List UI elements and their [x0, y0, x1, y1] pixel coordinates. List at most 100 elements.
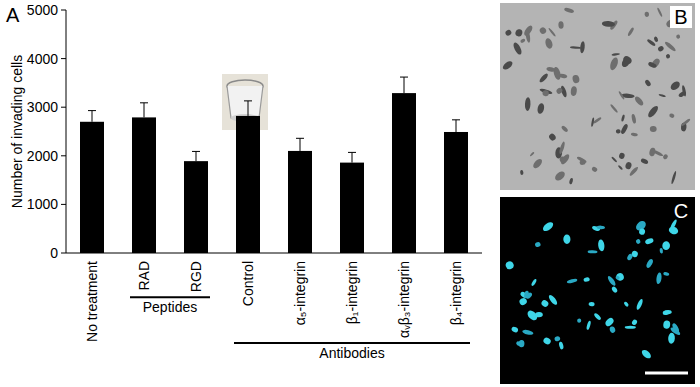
- cell: [504, 29, 512, 37]
- cell: [542, 336, 552, 345]
- error-cap: [244, 100, 252, 101]
- x-tick-label: Control: [240, 261, 256, 306]
- cell: [583, 277, 590, 282]
- x-tick-label: αᵥβ₃-integrin: [396, 261, 412, 338]
- cell: [579, 160, 586, 166]
- cell: [532, 157, 544, 169]
- cell: [566, 278, 577, 284]
- cell: [678, 90, 687, 98]
- error-bar: [88, 111, 96, 122]
- bars: [80, 77, 468, 253]
- cell: [525, 291, 533, 299]
- y-tick: [61, 10, 66, 11]
- cell: [668, 333, 675, 344]
- figure: A010002000300040005000Number of invading…: [0, 0, 700, 387]
- cell: [561, 125, 569, 133]
- error-bar: [296, 138, 304, 151]
- cell: [618, 91, 625, 100]
- image-b: [500, 3, 695, 190]
- cell: [588, 250, 598, 253]
- cell: [648, 61, 658, 69]
- bar: [288, 151, 312, 253]
- cell: [663, 272, 670, 277]
- cell: [580, 41, 586, 53]
- error-stem: [404, 77, 405, 93]
- cell: [662, 241, 671, 251]
- error-bar: [400, 77, 408, 93]
- panel-label: B: [674, 6, 687, 28]
- label-bg: [670, 6, 692, 28]
- cell: [676, 34, 681, 39]
- cell: [511, 326, 519, 334]
- cell: [529, 151, 534, 156]
- cell: [665, 54, 670, 59]
- y-tick-label: 3000: [27, 99, 58, 115]
- cell: [616, 129, 621, 134]
- cell: [644, 11, 649, 17]
- cell: [525, 97, 531, 111]
- error-stem: [248, 101, 249, 116]
- cell: [664, 41, 677, 53]
- cell: [586, 320, 592, 330]
- error-cap: [140, 102, 148, 103]
- image-c: [500, 197, 695, 384]
- error-stem: [144, 103, 145, 118]
- error-stem: [196, 151, 197, 161]
- cell: [512, 41, 523, 55]
- cell: [520, 38, 526, 43]
- y-tick: [61, 204, 66, 205]
- cell: [668, 226, 679, 236]
- group-label: Antibodies: [319, 345, 384, 361]
- group-bracket: [234, 342, 470, 344]
- cell: [534, 241, 541, 247]
- x-tick-label: β₄-integrin: [448, 261, 464, 325]
- bar: [236, 116, 260, 253]
- error-cap: [192, 151, 200, 152]
- cell: [525, 29, 531, 43]
- cell: [627, 27, 635, 37]
- error-cap: [88, 110, 96, 111]
- cell: [598, 239, 606, 252]
- cell: [650, 126, 657, 132]
- cell: [546, 66, 555, 72]
- x-tick-label: RGD: [188, 261, 204, 292]
- error-cap: [296, 138, 304, 139]
- cell: [607, 275, 617, 287]
- cell: [564, 7, 575, 14]
- cell: [559, 73, 568, 79]
- y-tick-label: 0: [50, 245, 58, 261]
- cell: [646, 104, 659, 118]
- cell: [569, 178, 574, 185]
- cell: [631, 132, 638, 136]
- cell: [626, 253, 633, 261]
- cell: [664, 310, 671, 314]
- cell: [631, 114, 637, 124]
- cell: [591, 166, 598, 173]
- cell: [615, 272, 624, 281]
- error-stem: [352, 152, 353, 162]
- error-bar: [192, 151, 200, 161]
- cell: [681, 118, 691, 127]
- cell: [593, 312, 602, 321]
- panel-label: A: [6, 4, 20, 26]
- y-tick: [61, 253, 66, 254]
- cell: [609, 326, 616, 334]
- cell: [559, 153, 570, 166]
- error-stem: [92, 111, 93, 122]
- bar: [444, 132, 468, 253]
- cell: [548, 27, 556, 37]
- cell: [558, 341, 564, 350]
- cell: [531, 278, 538, 286]
- y-tick: [61, 107, 66, 108]
- y-tick: [61, 58, 66, 59]
- image-bg: [500, 197, 695, 384]
- error-bar: [452, 120, 460, 132]
- inset-well: [227, 86, 263, 121]
- cell: [611, 156, 617, 162]
- cell: [618, 165, 624, 171]
- cell: [563, 234, 570, 244]
- cell: [640, 158, 649, 165]
- cell: [657, 7, 663, 17]
- cell: [570, 86, 577, 96]
- cell: [629, 166, 640, 177]
